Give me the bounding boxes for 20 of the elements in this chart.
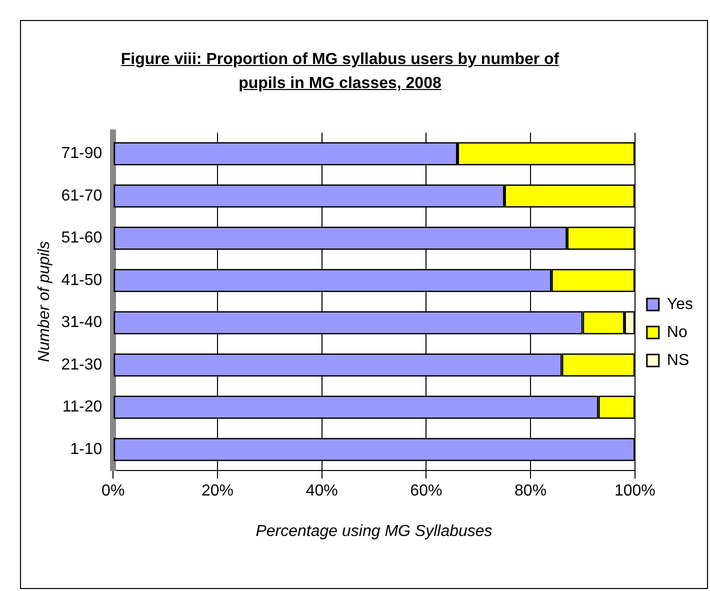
legend-label: Yes	[666, 296, 694, 313]
y-axis-title: Number of pupils	[36, 241, 54, 362]
x-tick-label: 20%	[201, 482, 234, 500]
y-tick-label: 11-20	[62, 398, 102, 416]
y-tick-label: 71-90	[61, 145, 102, 162]
y-tick-label: 31-40	[61, 314, 102, 332]
y-tick-label: 61-70	[61, 187, 102, 204]
legend-label: No	[666, 324, 688, 341]
chart-title: Figure viii: Proportion of MG syllabus users by number of pupils in MG classes, 2008	[120, 50, 560, 94]
x-tick-label: 0%	[102, 482, 125, 500]
y-tick-label: 41-50	[61, 272, 102, 289]
y-tick-label: 21-30	[61, 356, 102, 374]
y-tick-label: 1-10	[70, 440, 102, 458]
y-tick-label: 51-60	[61, 230, 102, 247]
x-axis-title: Percentage using MG Syllabuses	[256, 522, 492, 540]
legend-label: NS	[666, 352, 690, 369]
x-tick-label: 60%	[410, 482, 442, 500]
x-tick-label: 80%	[514, 482, 547, 500]
x-tick-label: 40%	[306, 482, 338, 500]
x-tick-label: 100%	[614, 482, 656, 500]
